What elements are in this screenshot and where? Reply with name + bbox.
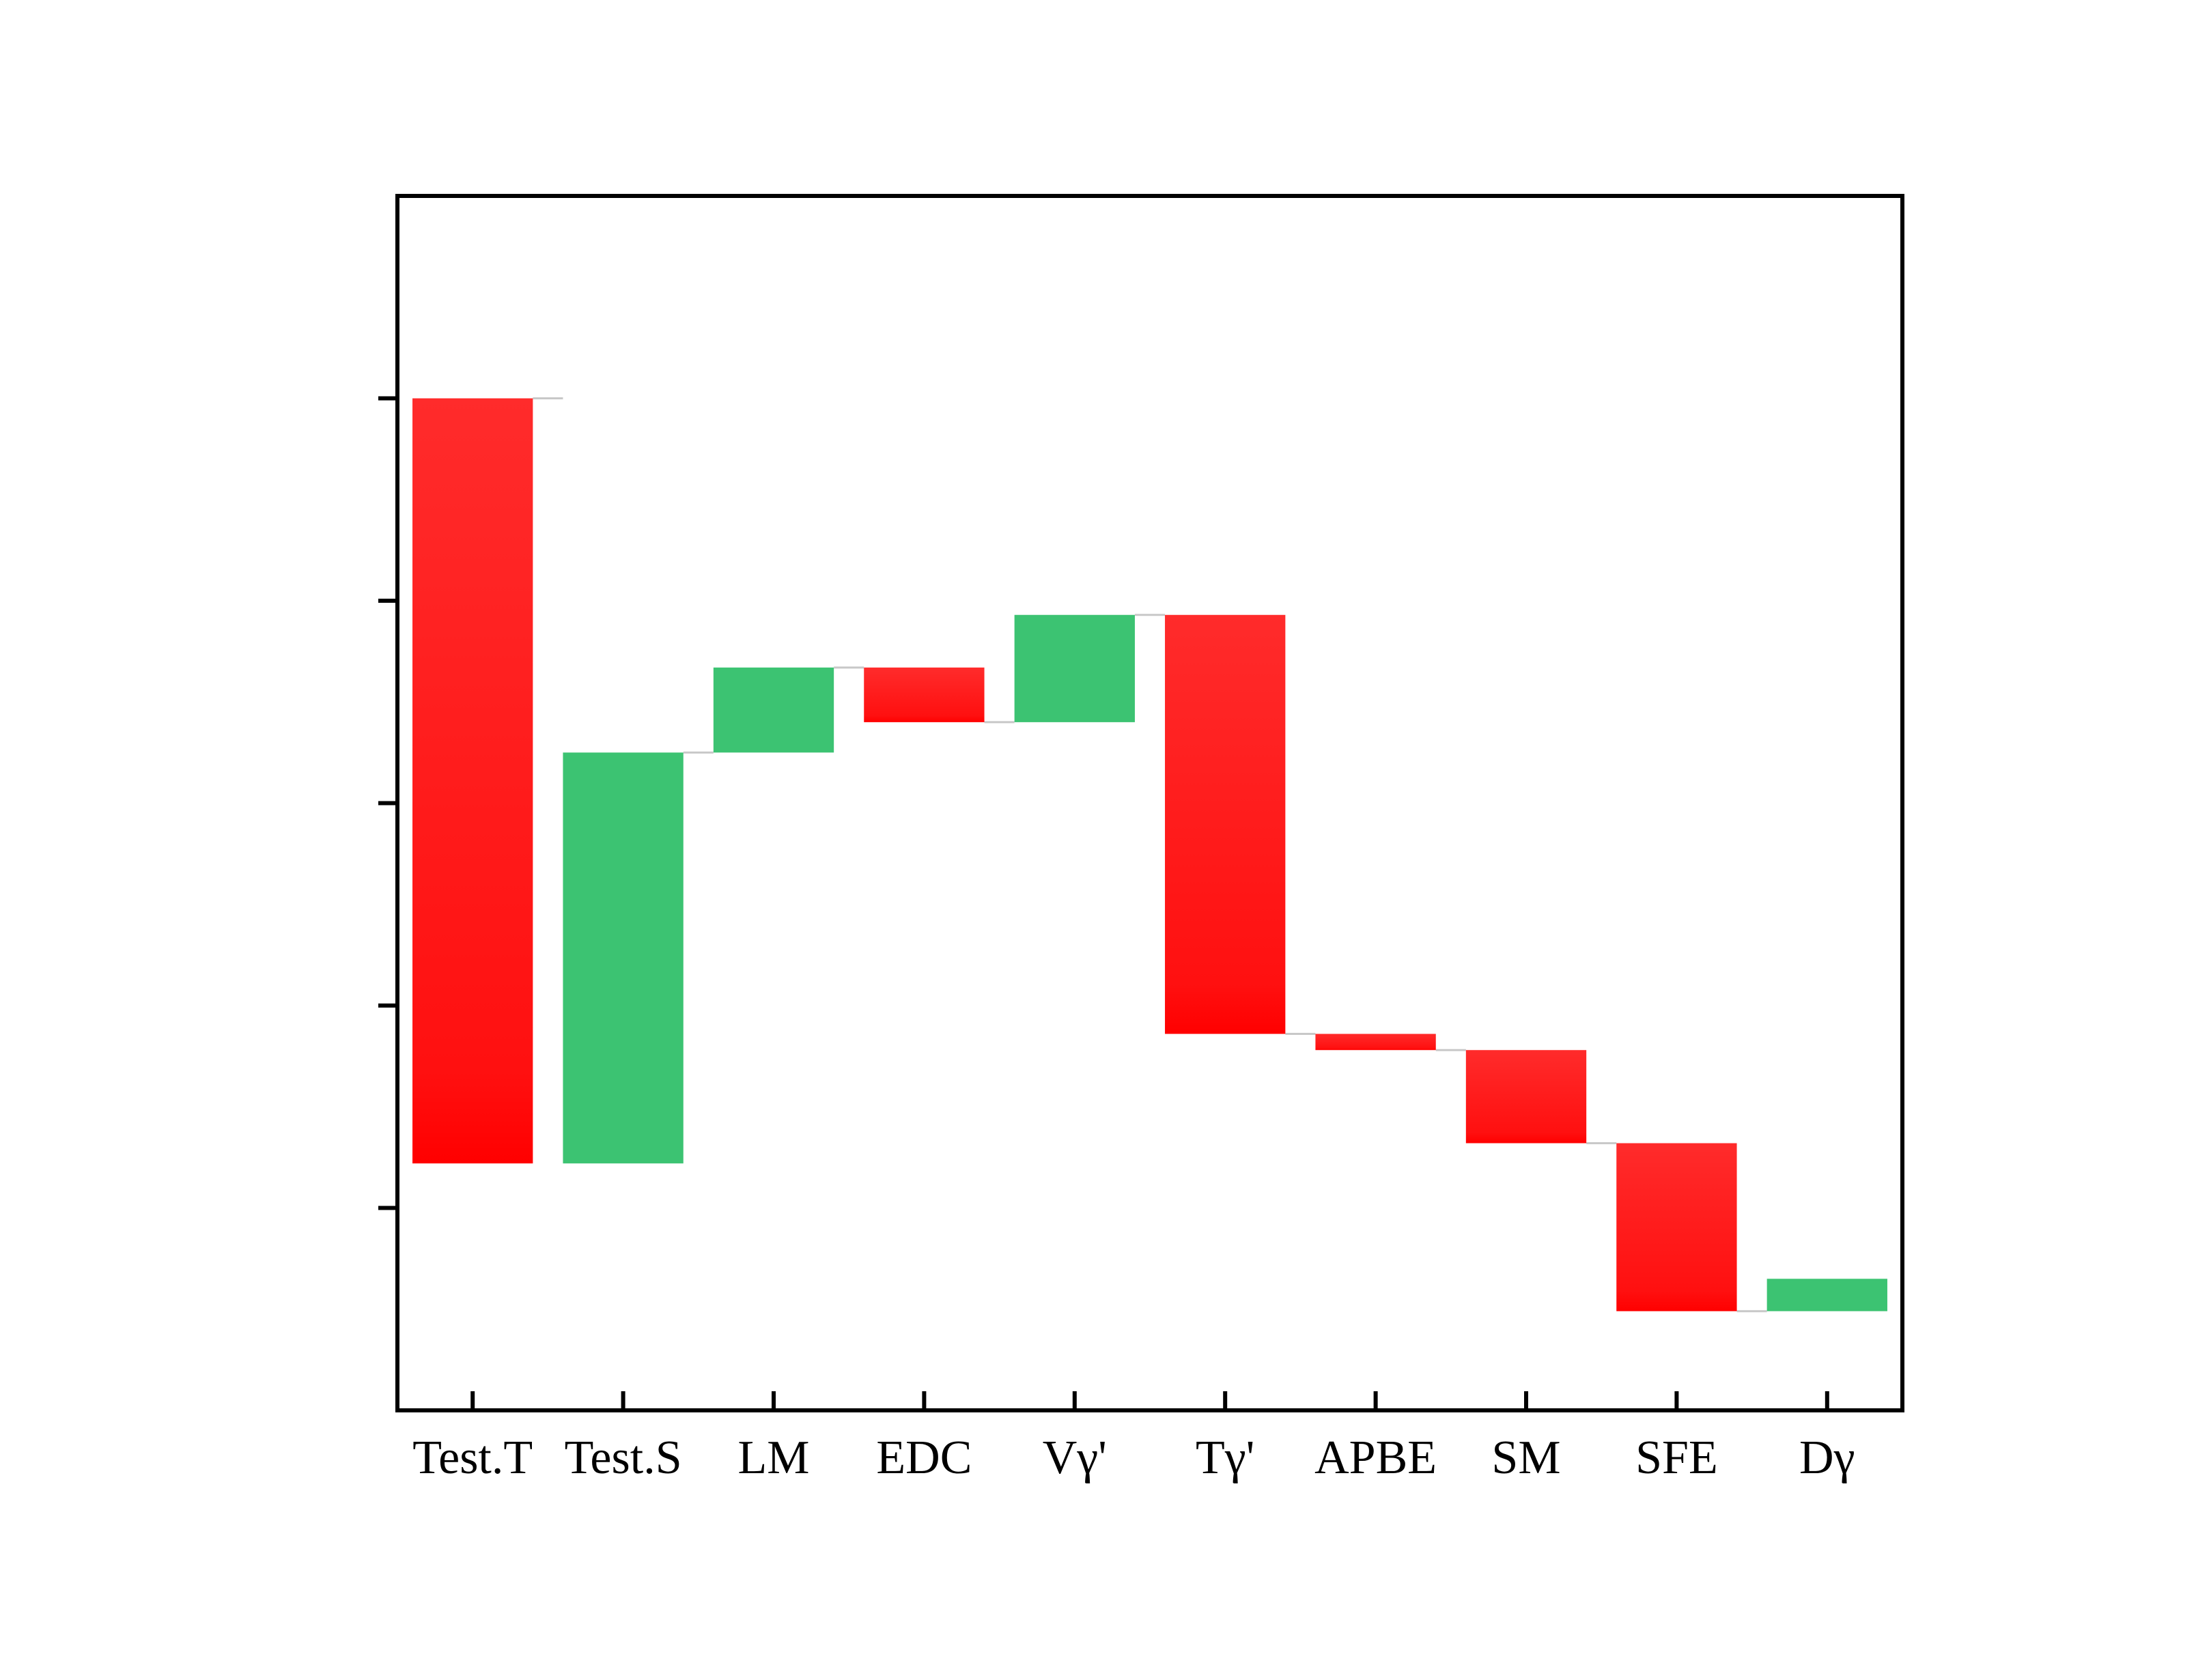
bar-APBE: [1315, 1034, 1436, 1051]
bar-LM: [713, 667, 834, 753]
bar-Test.S: [563, 752, 684, 1164]
x-axis-ticks: [470, 1391, 1829, 1410]
bar-Tγ': [1165, 614, 1286, 1034]
x-tick-label: Test.T: [412, 1432, 533, 1484]
x-tick-label: Dγ: [1799, 1432, 1855, 1484]
bar-SFE: [1616, 1143, 1737, 1311]
x-tick-label: APBE: [1314, 1432, 1437, 1484]
connector-lines: [533, 397, 1767, 1313]
bar-SM: [1465, 1050, 1587, 1143]
x-tick-label: Vγ': [1043, 1432, 1107, 1484]
bars-layer: [412, 398, 1887, 1311]
x-tick-label: SM: [1491, 1432, 1560, 1484]
x-tick-label: SFE: [1635, 1432, 1718, 1484]
x-tick-label: LM: [738, 1432, 810, 1484]
bar-Test.T: [412, 398, 533, 1164]
bar-Vγ': [1014, 614, 1135, 722]
bar-Dγ: [1766, 1279, 1887, 1311]
x-tick-label: Test.S: [565, 1432, 682, 1484]
x-tick-label: Tγ': [1196, 1432, 1254, 1484]
x-axis-labels: Test.T Test.S LM EDC Vγ' Tγ' APBE SM SFE Dγ: [412, 1432, 1855, 1484]
x-tick-label: EDC: [876, 1432, 972, 1484]
y-axis-ticks: [378, 396, 397, 1210]
bar-EDC: [864, 667, 985, 722]
